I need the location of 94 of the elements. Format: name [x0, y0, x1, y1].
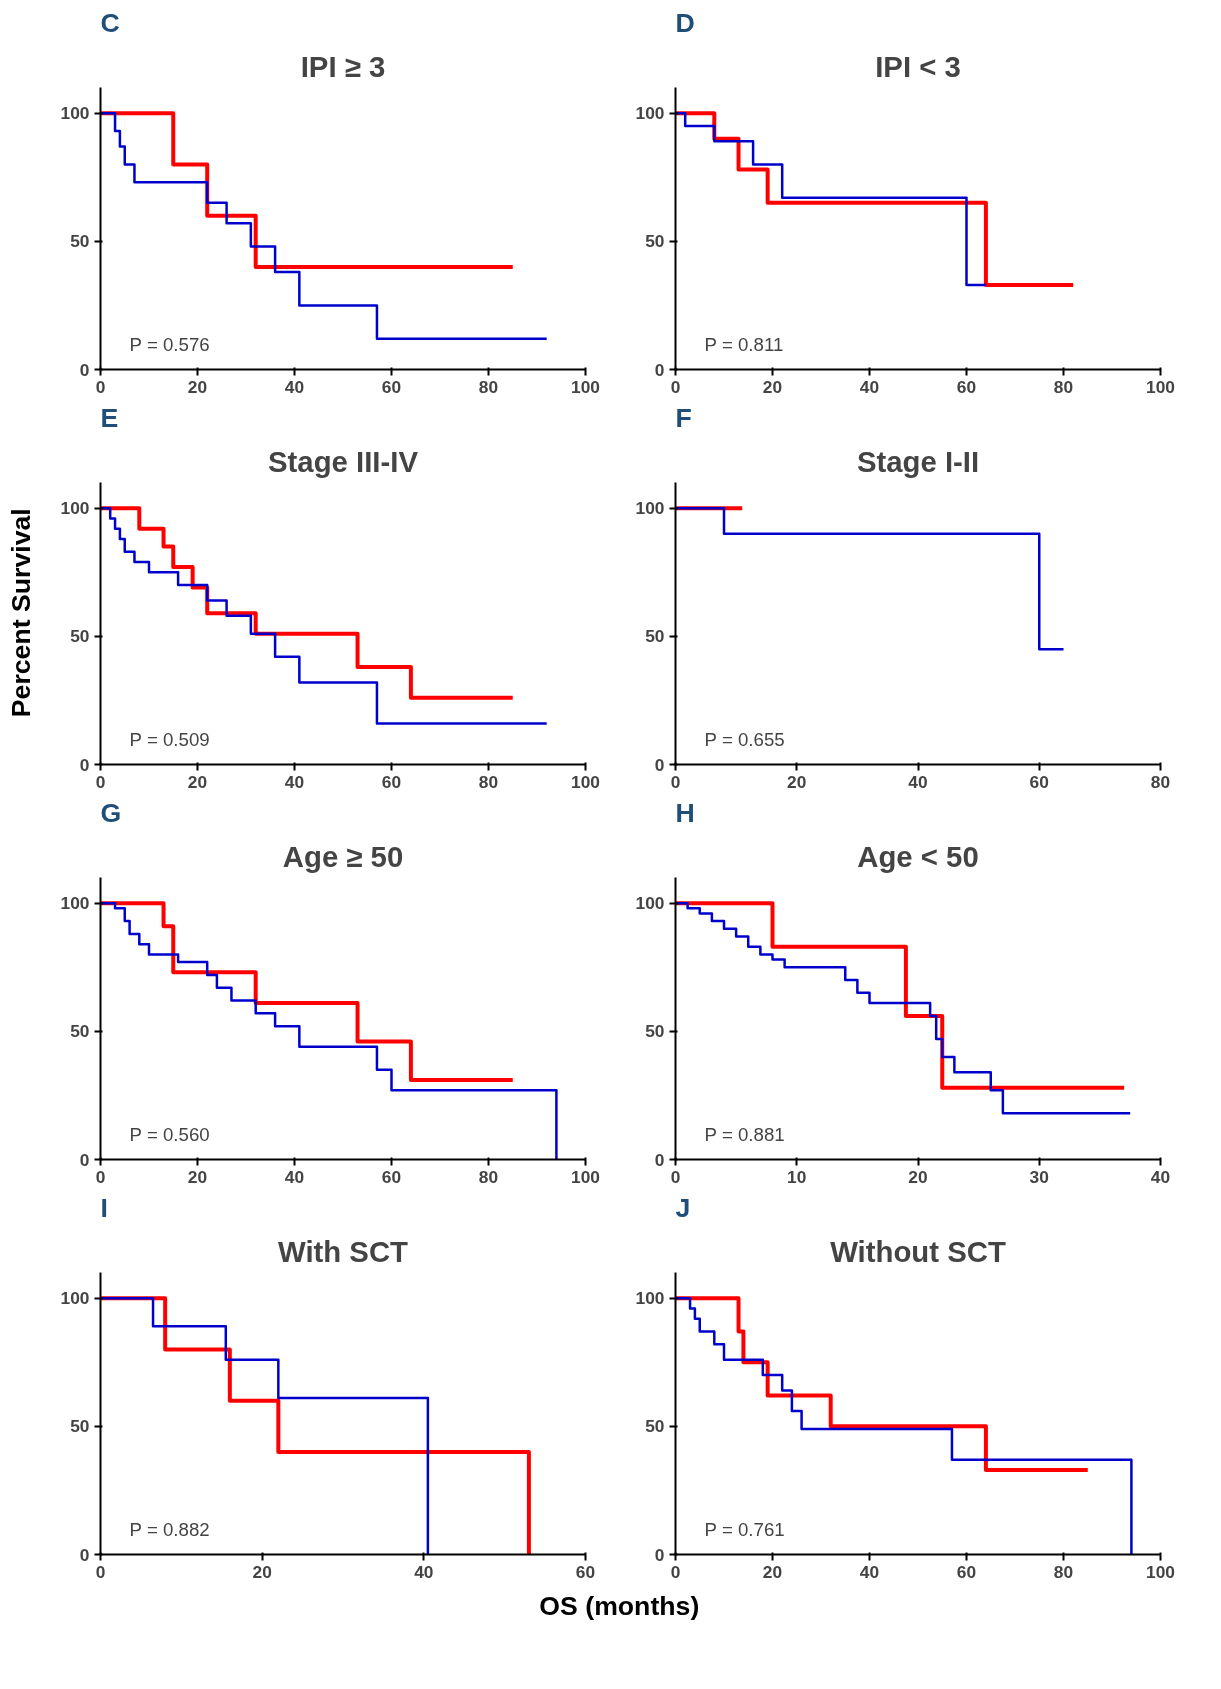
y-tick-label: 50	[645, 1021, 665, 1042]
chart-title: IPI ≥ 3	[300, 49, 386, 83]
chart-title: Age < 50	[857, 839, 979, 873]
x-tick-label: 100	[571, 376, 600, 397]
chart-title: IPI < 3	[875, 49, 961, 83]
text: E	[100, 402, 119, 433]
y-axis-title: Percent Survival	[5, 508, 36, 718]
annotation: P = 0.576	[129, 334, 210, 356]
x-tick-label: 40	[908, 771, 928, 792]
y-tick-label: 100	[635, 1288, 665, 1309]
y-tick-label: 50	[70, 1021, 90, 1042]
x-tick-label: 40	[284, 771, 305, 792]
x-tick-label: 20	[187, 1166, 208, 1187]
x-tick-label: 60	[381, 376, 402, 397]
text: C	[100, 7, 120, 38]
x-tick-label: 80	[1053, 376, 1074, 397]
y-tick-label: 50	[70, 231, 90, 252]
y-tick-label: 100	[60, 1288, 90, 1309]
x-tick-label: 80	[478, 1166, 499, 1187]
chart-title: With SCT	[277, 1234, 409, 1268]
y-tick-label: 50	[645, 231, 665, 252]
x-tick-label: 40	[284, 376, 305, 397]
text: F	[675, 402, 692, 433]
x-tick-label: 60	[381, 1166, 402, 1187]
x-axis-title: OS (months)	[539, 1590, 700, 1621]
y-tick-label: 100	[60, 893, 90, 914]
y-tick-label: 0	[654, 754, 665, 775]
x-tick-label: 40	[859, 376, 880, 397]
x-tick-label: 0	[95, 1166, 106, 1187]
x-tick-label: 100	[571, 771, 600, 792]
y-tick-label: 100	[635, 498, 665, 519]
y-tick-label: 100	[635, 893, 665, 914]
text: J	[675, 1192, 691, 1223]
annotation: P = 0.882	[129, 1519, 210, 1541]
x-tick-label: 60	[1029, 771, 1049, 792]
text: I	[100, 1192, 108, 1223]
x-tick-label: 60	[575, 1561, 596, 1582]
x-tick-label: 40	[1150, 1166, 1171, 1187]
y-tick-label: 0	[654, 1149, 665, 1170]
x-tick-label: 40	[284, 1166, 305, 1187]
x-tick-label: 100	[1146, 376, 1175, 397]
annotation: P = 0.811	[704, 334, 784, 356]
x-tick-label: 20	[762, 376, 783, 397]
text: D	[675, 7, 695, 38]
y-tick-label: 0	[654, 1544, 665, 1565]
text: H	[675, 797, 695, 828]
x-tick-label: 60	[956, 1561, 977, 1582]
y-tick-label: 50	[645, 1416, 665, 1437]
y-tick-label: 0	[79, 754, 90, 775]
x-tick-label: 100	[571, 1166, 600, 1187]
chart-title: Age ≥ 50	[282, 839, 404, 873]
x-tick-label: 0	[95, 1561, 106, 1582]
x-tick-label: 20	[187, 771, 208, 792]
x-tick-label: 20	[908, 1166, 928, 1187]
x-tick-label: 80	[478, 771, 499, 792]
x-tick-label: 0	[95, 376, 106, 397]
x-tick-label: 80	[478, 376, 499, 397]
x-tick-label: 40	[859, 1561, 880, 1582]
y-tick-label: 100	[60, 498, 90, 519]
x-tick-label: 10	[787, 1166, 807, 1187]
annotation: P = 0.655	[704, 729, 785, 751]
chart-title: Stage I-II	[856, 444, 980, 478]
x-tick-label: 30	[1029, 1166, 1049, 1187]
x-tick-label: 80	[1053, 1561, 1074, 1582]
annotation: P = 0.560	[129, 1124, 210, 1146]
text: G	[100, 797, 122, 828]
annotation: P = 0.761	[704, 1519, 785, 1541]
x-tick-label: 0	[670, 1561, 681, 1582]
x-tick-label: 0	[670, 1166, 681, 1187]
annotation: P = 0.881	[704, 1124, 785, 1146]
chart-title: Stage III-IV	[268, 444, 419, 478]
x-tick-label: 100	[1146, 1561, 1175, 1582]
x-tick-label: 20	[187, 376, 208, 397]
y-tick-label: 50	[645, 626, 665, 647]
x-tick-label: 20	[762, 1561, 783, 1582]
y-tick-label: 0	[79, 359, 90, 380]
y-tick-label: 100	[635, 103, 665, 124]
x-tick-label: 80	[1150, 771, 1171, 792]
y-tick-label: 0	[79, 1149, 90, 1170]
annotation: P = 0.509	[129, 729, 210, 751]
x-tick-label: 60	[956, 376, 977, 397]
x-tick-label: 20	[787, 771, 807, 792]
x-tick-label: 60	[381, 771, 402, 792]
x-tick-label: 20	[252, 1561, 272, 1582]
x-tick-label: 0	[670, 376, 681, 397]
x-tick-label: 40	[414, 1561, 434, 1582]
y-tick-label: 0	[654, 359, 665, 380]
y-tick-label: 50	[70, 1416, 90, 1437]
chart-title: Without SCT	[830, 1234, 1006, 1268]
y-tick-label: 100	[60, 103, 90, 124]
y-tick-label: 50	[70, 626, 90, 647]
y-tick-label: 0	[79, 1544, 90, 1565]
x-tick-label: 0	[670, 771, 681, 792]
x-tick-label: 0	[95, 771, 106, 792]
